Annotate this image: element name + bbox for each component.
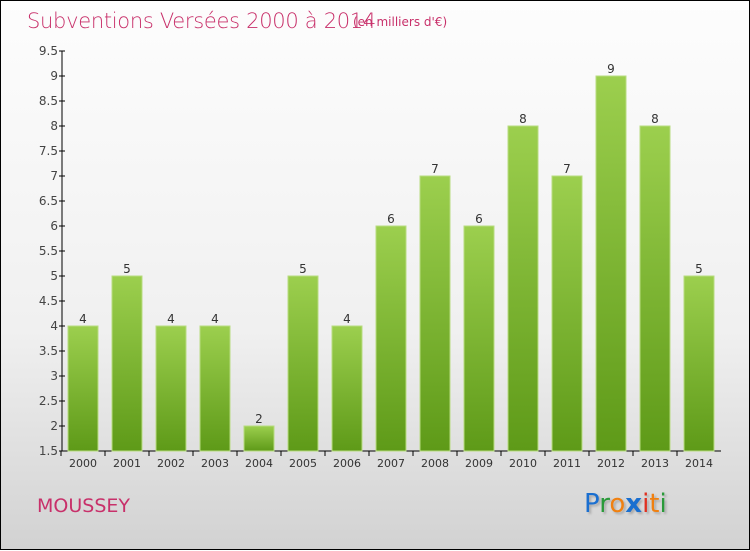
- x-tick-label: 2012: [597, 457, 625, 470]
- data-label: 6: [387, 212, 395, 226]
- chart-title: Subventions Versées 2000 à 2014: [27, 9, 376, 33]
- data-label: 8: [651, 112, 659, 126]
- data-label: 7: [431, 162, 439, 176]
- bar-2000: [67, 325, 99, 452]
- data-label: 5: [123, 262, 131, 276]
- bar-2014: [683, 275, 715, 452]
- y-tick-label: 9.5: [39, 44, 58, 58]
- x-tick-label: 2008: [421, 457, 449, 470]
- bar-2005: [287, 275, 319, 452]
- bar-2004: [243, 425, 275, 452]
- x-tick-label: 2013: [641, 457, 669, 470]
- data-label: 4: [211, 312, 219, 326]
- bar-2010: [507, 125, 539, 452]
- x-tick-label: 2009: [465, 457, 493, 470]
- x-tick-label: 2003: [201, 457, 229, 470]
- x-tick-label: 2007: [377, 457, 405, 470]
- data-label: 4: [167, 312, 175, 326]
- y-tick-label: 9: [50, 69, 58, 83]
- y-tick-label: 5.5: [39, 244, 58, 258]
- y-tick-label: 4.5: [39, 294, 58, 308]
- x-tick-label: 2005: [289, 457, 317, 470]
- bar-2007: [375, 225, 407, 452]
- y-tick-label: 6.5: [39, 194, 58, 208]
- bar-2012: [595, 75, 627, 452]
- y-tick-label: 3.5: [39, 344, 58, 358]
- proxiti-logo: Proxiti: [584, 489, 667, 519]
- bar-2001: [111, 275, 143, 452]
- data-label: 2: [255, 412, 263, 426]
- x-tick-label: 2002: [157, 457, 185, 470]
- y-tick-label: 8.5: [39, 94, 58, 108]
- unit-label: (en milliers d'€): [353, 15, 448, 29]
- bar-2009: [463, 225, 495, 452]
- bar-2013: [639, 125, 671, 452]
- data-label: 8: [519, 112, 527, 126]
- data-label: 5: [695, 262, 703, 276]
- x-tick-label: 2010: [509, 457, 537, 470]
- data-label: 4: [343, 312, 351, 326]
- data-label: 5: [299, 262, 307, 276]
- y-tick-label: 1.5: [39, 444, 58, 458]
- bar-2008: [419, 175, 451, 452]
- y-tick-label: 4: [50, 319, 58, 333]
- commune-name: MOUSSEY: [37, 495, 130, 517]
- x-tick-label: 2011: [553, 457, 581, 470]
- y-tick-label: 7.5: [39, 144, 58, 158]
- y-tick-label: 8: [50, 119, 58, 133]
- x-tick-label: 2004: [245, 457, 273, 470]
- y-tick-label: 3: [50, 369, 58, 383]
- x-tick-label: 2001: [113, 457, 141, 470]
- bar-2002: [155, 325, 187, 452]
- x-tick-label: 2006: [333, 457, 361, 470]
- data-label: 7: [563, 162, 571, 176]
- x-tick-label: 2014: [685, 457, 713, 470]
- y-tick-label: 6: [50, 219, 58, 233]
- data-label: 9: [607, 62, 615, 76]
- bar-2011: [551, 175, 583, 452]
- bar-2006: [331, 325, 363, 452]
- x-tick-label: 2000: [69, 457, 97, 470]
- data-label: 4: [79, 312, 87, 326]
- bar-2003: [199, 325, 231, 452]
- y-tick-label: 2: [50, 419, 58, 433]
- data-label: 6: [475, 212, 483, 226]
- y-tick-label: 2.5: [39, 394, 58, 408]
- y-tick-label: 5: [50, 269, 58, 283]
- y-tick-label: 7: [50, 169, 58, 183]
